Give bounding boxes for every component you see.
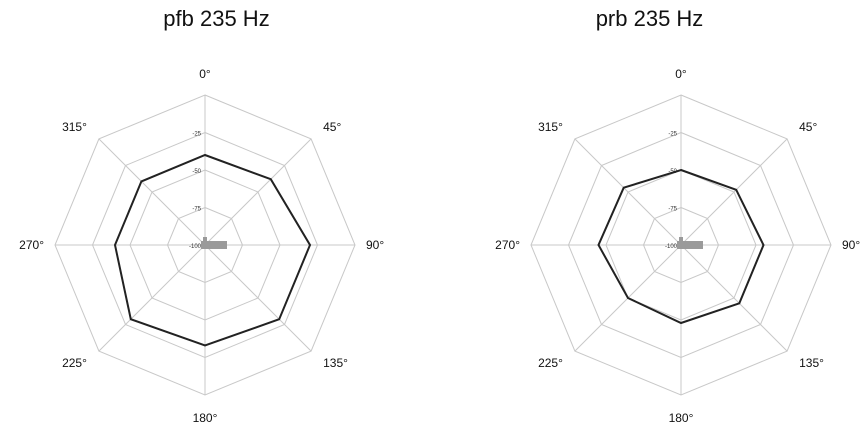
data-point <box>114 244 116 246</box>
grid-spoke <box>98 244 206 352</box>
data-point <box>270 178 272 180</box>
radial-tick-label: -75 <box>668 207 677 213</box>
chart-title: pfb 235 Hz <box>163 6 270 31</box>
data-point <box>597 244 600 246</box>
angle-label: 225° <box>62 356 87 370</box>
grid-spoke <box>204 138 312 246</box>
data-point <box>278 318 281 321</box>
angle-label: 315° <box>538 120 563 134</box>
angle-label: 180° <box>669 411 694 423</box>
data-point <box>735 189 737 191</box>
angle-label: 225° <box>538 356 563 370</box>
center-marker <box>679 237 683 245</box>
angle-label: 0° <box>675 67 687 81</box>
center-marker <box>201 241 227 249</box>
grid-spoke <box>98 138 206 246</box>
angle-label: 315° <box>62 120 87 134</box>
data-point <box>204 154 206 156</box>
radial-tick-label: -100 <box>189 244 202 250</box>
grid-spoke <box>680 244 788 352</box>
angle-label: 270° <box>19 238 44 252</box>
center-marker <box>203 237 207 245</box>
grid-spoke <box>574 138 682 246</box>
data-point <box>627 297 629 299</box>
polar-chart-prb: prb 235 Hz -25 -50 -75 -100 0° 45° 90° 135° 180°… <box>433 0 866 423</box>
data-point <box>130 318 132 321</box>
angle-label: 135° <box>799 356 824 370</box>
grid-spoke <box>680 138 788 246</box>
grid-spoke <box>204 244 312 352</box>
angle-label: 45° <box>323 120 341 134</box>
angle-label: 180° <box>193 411 218 423</box>
radial-tick-label: -100 <box>665 244 678 250</box>
data-point <box>738 302 741 305</box>
data-point <box>309 244 311 246</box>
angle-label: 45° <box>799 120 817 134</box>
data-point <box>680 169 682 171</box>
radar-plot: -25 -50 -75 -100 0° 45° 90° 135° 180° 225° 270° 315… <box>19 67 384 423</box>
angle-label: 90° <box>366 238 384 252</box>
radial-tick-label: -50 <box>192 169 201 175</box>
angle-label: 135° <box>323 356 348 370</box>
angle-label: 90° <box>842 238 860 252</box>
chart-title: prb 235 Hz <box>595 6 704 31</box>
radial-tick-label: -25 <box>192 132 201 138</box>
angle-label: 270° <box>495 238 520 252</box>
radial-tick-label: -25 <box>668 132 677 138</box>
radar-plot: -25-50-75-1000°45°90°135°180°225°270°315… <box>495 67 860 423</box>
data-point <box>622 186 625 189</box>
radial-tick-label: -75 <box>192 207 201 213</box>
data-point <box>204 344 206 347</box>
data-point <box>680 322 682 324</box>
data-point <box>762 244 765 246</box>
angle-label: 0° <box>199 67 211 81</box>
center-marker <box>677 241 703 249</box>
polar-chart-pfb: pfb 235 Hz -25 -50 -75 -100 0° 45° 90° 135° 180°… <box>19 6 384 423</box>
data-point <box>140 180 143 183</box>
